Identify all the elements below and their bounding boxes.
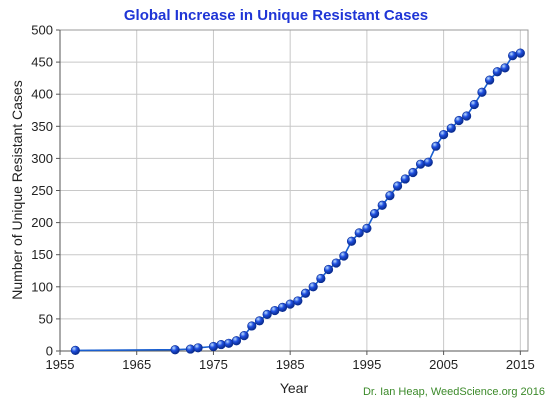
y-axis-label: Number of Unique Resistant Cases (9, 80, 25, 299)
y-tick-label: 100 (31, 279, 53, 294)
data-point (362, 223, 372, 233)
x-tick-label: 1955 (46, 357, 75, 372)
data-point (231, 336, 242, 346)
series-layer (70, 48, 525, 355)
axes (56, 29, 529, 355)
data-point (224, 338, 234, 348)
chart-title: Global Increase in Unique Resistant Case… (124, 7, 428, 24)
data-point (254, 316, 265, 326)
data-point (323, 264, 334, 275)
x-tick-label: 1995 (352, 357, 381, 372)
x-tick-label: 2005 (429, 357, 458, 372)
data-point (293, 296, 303, 306)
data-point (308, 282, 318, 292)
data-point (454, 115, 464, 126)
data-point (400, 174, 410, 184)
data-point (285, 299, 295, 309)
data-point (431, 141, 441, 151)
x-tick-label: 1985 (276, 357, 305, 372)
y-tick-label: 0 (46, 344, 53, 359)
data-point (262, 309, 272, 320)
data-point (216, 339, 226, 350)
data-point (492, 67, 502, 77)
data-point (377, 200, 387, 210)
data-point (193, 343, 203, 353)
y-tick-label: 350 (31, 119, 53, 134)
data-point (515, 48, 525, 58)
y-tick-label: 50 (39, 311, 53, 326)
y-tick-label: 150 (31, 247, 53, 262)
x-axis-label: Year (280, 380, 309, 396)
data-point (70, 345, 80, 355)
y-tick-label: 400 (31, 87, 53, 102)
y-tick-label: 250 (31, 183, 53, 198)
data-point (423, 157, 433, 167)
data-point (469, 99, 479, 110)
data-point (239, 330, 249, 341)
y-tick-label: 500 (31, 23, 53, 38)
data-point (477, 87, 487, 97)
y-tick-label: 450 (31, 55, 53, 70)
data-point (208, 341, 219, 352)
x-tick-label: 2015 (506, 357, 535, 372)
x-tick-label: 1975 (199, 357, 228, 372)
series-line (75, 52, 521, 352)
y-tick-label: 200 (31, 215, 53, 230)
data-point (500, 63, 510, 73)
data-point (170, 345, 180, 355)
data-point (369, 209, 380, 219)
data-point (508, 51, 518, 61)
credit-annotation: Dr. Ian Heap, WeedScience.org 2016 (363, 386, 545, 398)
data-point (316, 273, 326, 284)
data-point (270, 305, 280, 316)
data-point (247, 321, 257, 331)
data-point (331, 258, 341, 268)
data-point (439, 130, 449, 140)
data-point (392, 181, 403, 191)
data-point (185, 344, 196, 354)
data-point (385, 191, 395, 201)
y-tick-labels: 0 50 100 150 200 250 300 350 400 450 500 (31, 23, 53, 359)
data-point (300, 288, 311, 298)
x-tick-labels: 1955 1965 1975 1985 1995 2005 2015 (46, 357, 535, 372)
data-point (339, 251, 349, 261)
data-point (346, 236, 357, 246)
data-point (277, 302, 288, 312)
y-tick-label: 300 (31, 151, 53, 166)
data-point (354, 228, 364, 238)
x-tick-label: 1965 (122, 357, 151, 372)
data-point (415, 159, 426, 169)
data-point (485, 75, 495, 85)
data-point (462, 111, 472, 121)
data-point (408, 167, 418, 178)
data-point (446, 123, 456, 133)
